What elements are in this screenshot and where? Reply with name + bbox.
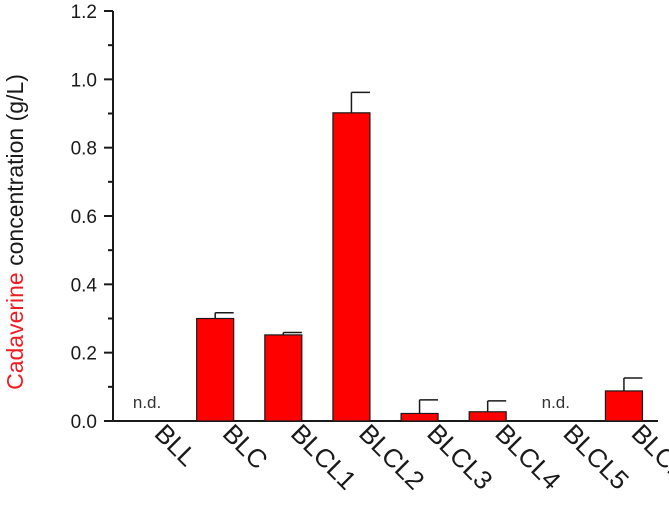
not-detected-label: n.d. xyxy=(542,393,570,412)
y-tick-label: 1.0 xyxy=(71,70,97,91)
y-axis-label: Cadaverine concentration (g/L) xyxy=(2,74,28,390)
bar xyxy=(468,411,507,422)
x-tick-label: BLCL5 xyxy=(558,418,635,495)
not-detected-label: n.d. xyxy=(133,393,161,412)
bar xyxy=(196,317,235,422)
bar xyxy=(400,412,439,422)
x-tick-label: BLCL2 xyxy=(353,418,430,495)
y-tick-label: 0.2 xyxy=(71,344,97,365)
y-tick-label: 0.0 xyxy=(71,412,97,433)
y-tick-label: 0.4 xyxy=(71,275,98,296)
bar xyxy=(332,112,371,422)
x-tick-label: BLC xyxy=(217,418,274,475)
y-tick-label: 0.8 xyxy=(71,139,97,160)
x-tick-label: BLCL4 xyxy=(489,418,566,495)
y-tick-label: 1.2 xyxy=(71,2,97,23)
plot-area: 0.00.20.40.60.81.01.2n.d.BLL BLC BLCL1BLCL… xyxy=(71,2,669,495)
bar xyxy=(604,390,644,422)
x-tick-label: BLL xyxy=(149,418,203,472)
x-tick-label: BLCL6 xyxy=(626,418,669,495)
y-axis-label-highlight: Cadaverine xyxy=(2,272,28,390)
x-tick-label: BLCL3 xyxy=(421,418,498,495)
y-axis-label-rest: concentration (g/L) xyxy=(2,74,28,272)
y-tick-label: 0.6 xyxy=(71,207,97,228)
bar xyxy=(264,334,303,422)
x-tick-label: BLCL1 xyxy=(285,418,362,495)
